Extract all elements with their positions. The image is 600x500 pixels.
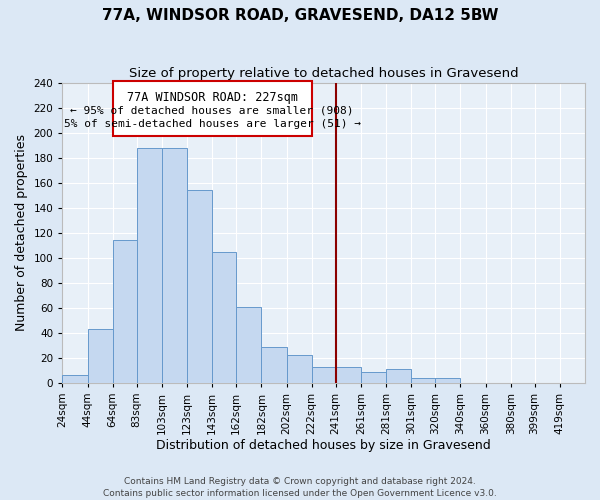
X-axis label: Distribution of detached houses by size in Gravesend: Distribution of detached houses by size … [156,440,491,452]
Text: ← 95% of detached houses are smaller (908): ← 95% of detached houses are smaller (90… [70,106,354,116]
Bar [113,240,137,383]
Bar [113,80,312,136]
Bar [62,376,88,383]
Bar [386,369,411,383]
Text: Contains HM Land Registry data © Crown copyright and database right 2024.
Contai: Contains HM Land Registry data © Crown c… [103,476,497,498]
Bar [236,306,262,383]
Bar [187,190,212,383]
Title: Size of property relative to detached houses in Gravesend: Size of property relative to detached ho… [129,68,518,80]
Bar [262,346,287,383]
Bar [212,252,236,383]
Bar [312,366,335,383]
Bar [435,378,460,383]
Text: 77A WINDSOR ROAD: 227sqm: 77A WINDSOR ROAD: 227sqm [127,90,298,104]
Bar [137,148,162,383]
Bar [335,366,361,383]
Bar [162,148,187,383]
Text: 5% of semi-detached houses are larger (51) →: 5% of semi-detached houses are larger (5… [64,120,361,130]
Text: 77A, WINDSOR ROAD, GRAVESEND, DA12 5BW: 77A, WINDSOR ROAD, GRAVESEND, DA12 5BW [102,8,498,22]
Y-axis label: Number of detached properties: Number of detached properties [15,134,28,332]
Bar [411,378,435,383]
Bar [361,372,386,383]
Bar [287,356,312,383]
Bar [88,329,113,383]
